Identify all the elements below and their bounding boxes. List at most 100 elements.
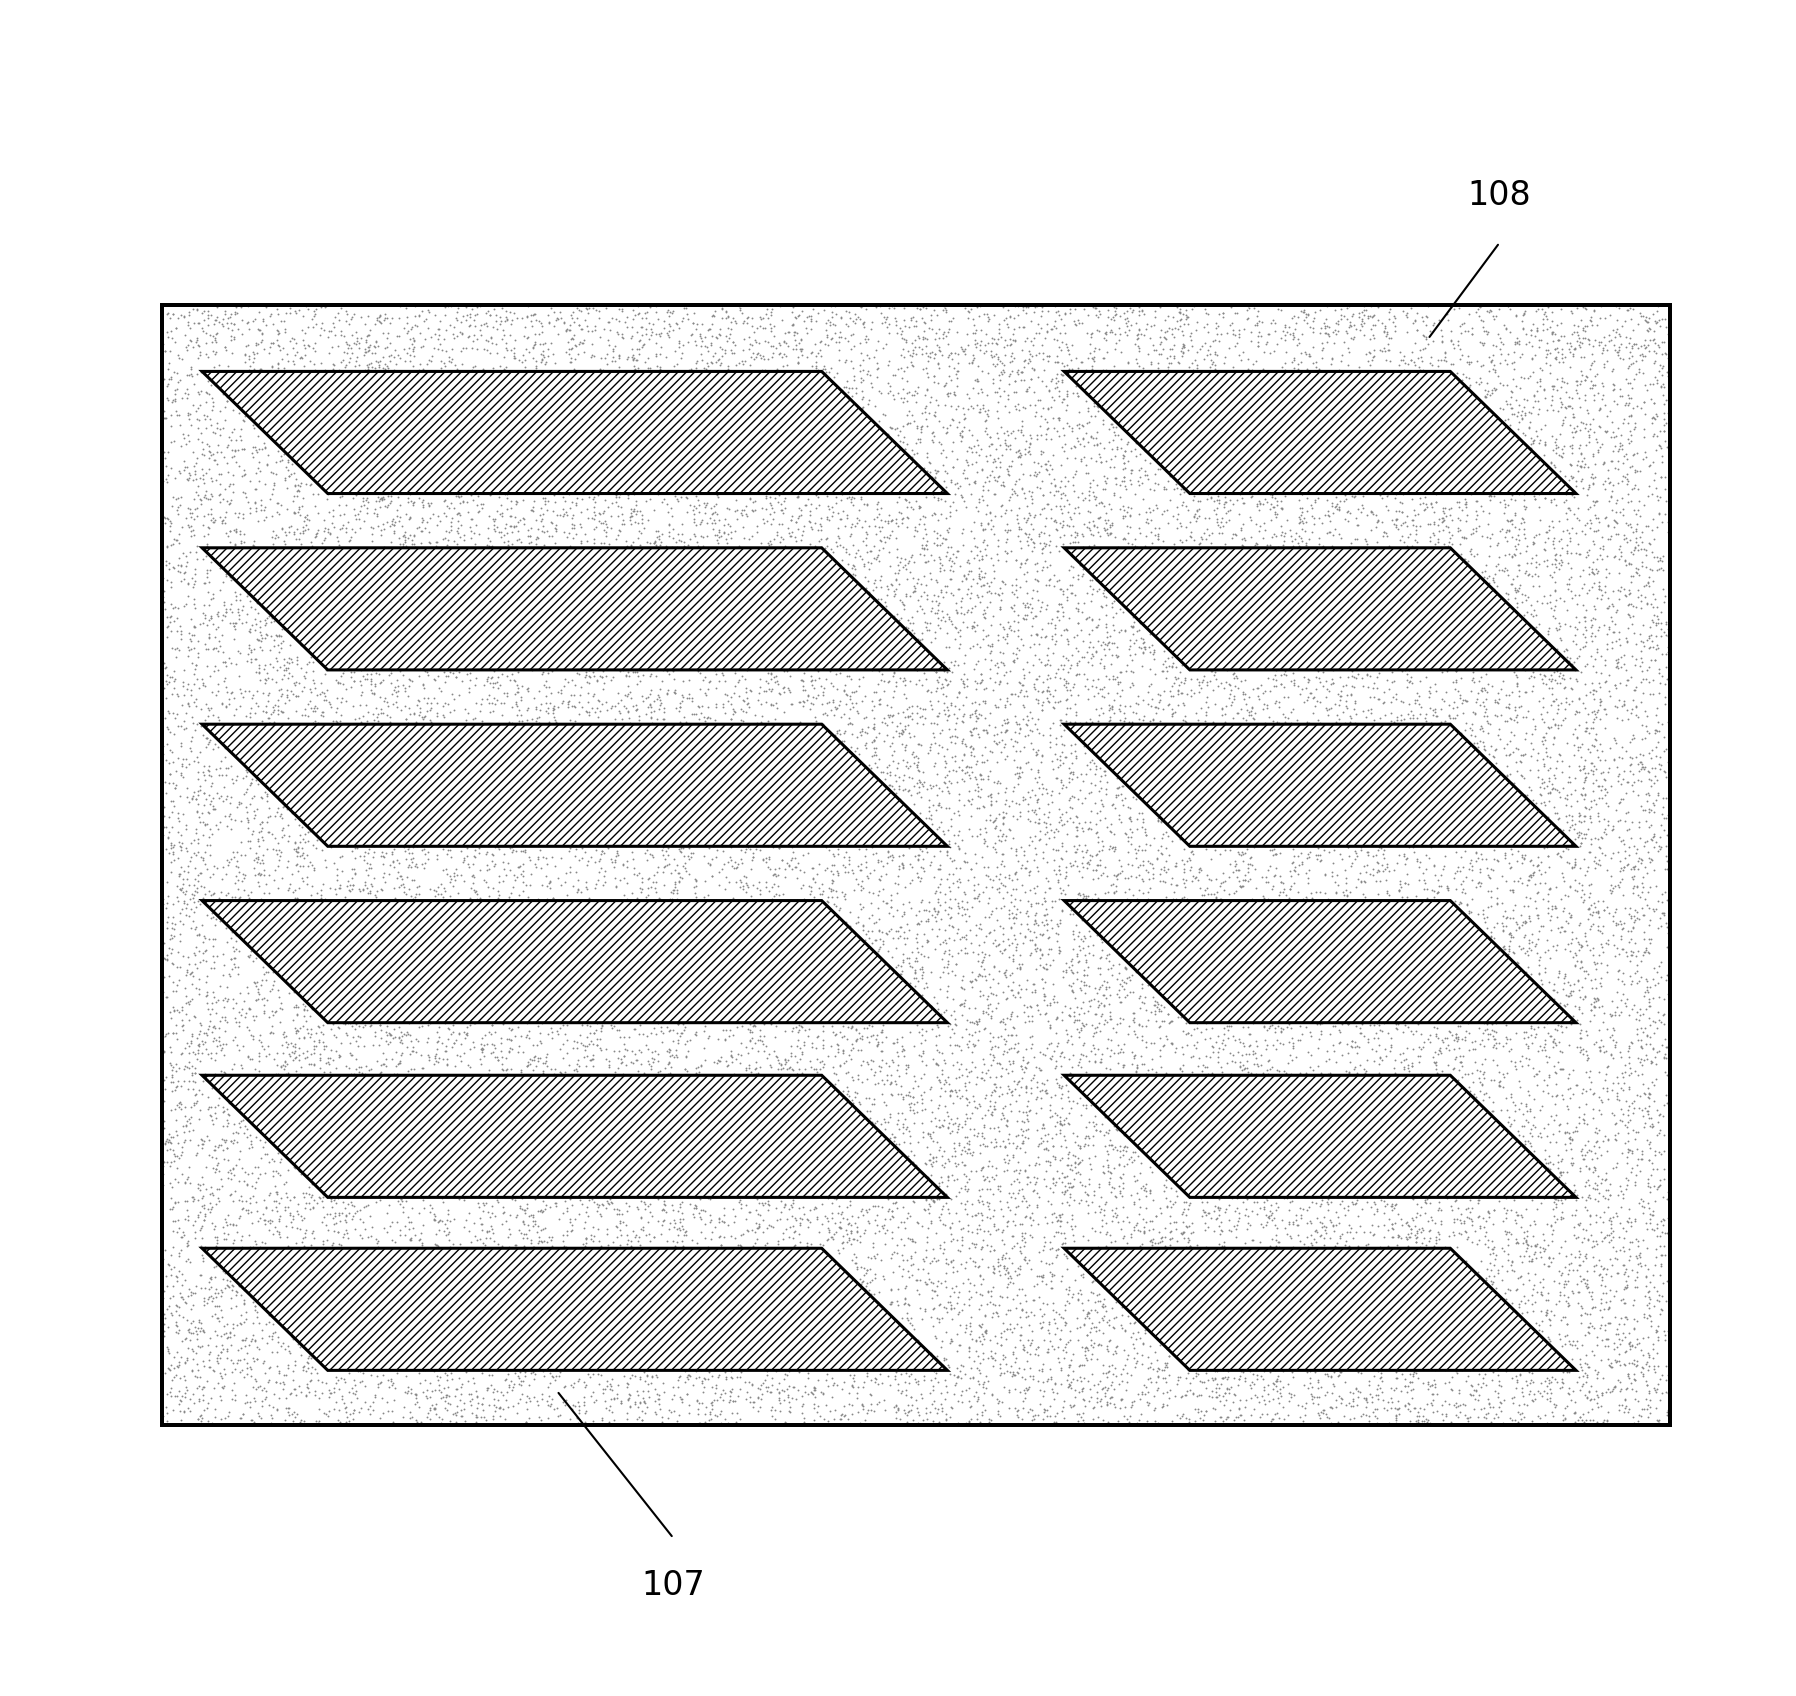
Point — [521, 1165, 550, 1192]
Point — [300, 697, 329, 724]
Point — [341, 1148, 370, 1175]
Point — [1239, 977, 1268, 1004]
Point — [494, 1216, 523, 1243]
Point — [255, 485, 284, 512]
Point — [830, 1235, 858, 1262]
Point — [796, 531, 824, 558]
Point — [275, 1294, 304, 1321]
Point — [602, 633, 630, 660]
Point — [1410, 563, 1439, 590]
Point — [920, 826, 948, 853]
Point — [1318, 789, 1347, 816]
Point — [1027, 921, 1056, 948]
Point — [1577, 1068, 1606, 1096]
Point — [1306, 894, 1334, 921]
Point — [287, 1158, 316, 1186]
Point — [1514, 1353, 1543, 1381]
Point — [812, 533, 841, 560]
Point — [160, 923, 189, 950]
Point — [722, 828, 751, 855]
Point — [1110, 438, 1139, 465]
Point — [347, 682, 375, 709]
Point — [1634, 911, 1663, 938]
Point — [1645, 1167, 1674, 1194]
Point — [1284, 371, 1313, 399]
Point — [368, 448, 397, 475]
Point — [1388, 1280, 1417, 1308]
Point — [248, 733, 277, 760]
Point — [203, 677, 232, 704]
Point — [1144, 354, 1173, 382]
Point — [932, 414, 961, 441]
Point — [1148, 439, 1176, 466]
Point — [1182, 965, 1211, 992]
Point — [1290, 582, 1318, 609]
Point — [781, 380, 810, 407]
Point — [1457, 990, 1485, 1018]
Point — [751, 356, 779, 383]
Point — [1622, 840, 1651, 867]
Point — [1349, 378, 1378, 405]
Point — [718, 887, 747, 914]
Point — [1076, 629, 1105, 656]
Point — [559, 524, 587, 551]
Point — [1144, 585, 1173, 612]
Point — [630, 380, 659, 407]
Point — [1128, 626, 1157, 653]
Point — [366, 1052, 395, 1079]
Point — [641, 343, 670, 370]
Point — [1065, 948, 1094, 975]
Point — [1397, 426, 1426, 453]
Point — [1325, 1292, 1354, 1319]
Point — [1469, 1150, 1498, 1177]
Point — [747, 1299, 776, 1326]
Point — [880, 826, 909, 853]
Point — [972, 1133, 1000, 1160]
Point — [672, 685, 700, 712]
Point — [406, 694, 435, 721]
Point — [1476, 487, 1505, 514]
Point — [1606, 1209, 1634, 1236]
Point — [1404, 721, 1433, 748]
Point — [329, 346, 357, 373]
Point — [1085, 1316, 1114, 1343]
Point — [783, 819, 812, 846]
Point — [1122, 785, 1151, 812]
Point — [280, 1184, 309, 1211]
Point — [1083, 885, 1112, 912]
Point — [341, 1199, 370, 1226]
Point — [763, 517, 792, 544]
Point — [700, 1009, 729, 1036]
Point — [1309, 1399, 1338, 1426]
Point — [375, 860, 404, 887]
Point — [1334, 745, 1363, 772]
Point — [230, 456, 259, 483]
Point — [1469, 563, 1498, 590]
Point — [399, 1196, 427, 1223]
Point — [760, 332, 788, 360]
Point — [959, 1230, 988, 1257]
Point — [1609, 449, 1638, 477]
Point — [742, 343, 770, 370]
Point — [891, 1214, 920, 1241]
Point — [447, 980, 476, 1007]
Point — [1178, 1240, 1207, 1267]
Point — [612, 344, 641, 371]
Point — [1325, 575, 1354, 602]
Point — [508, 383, 537, 410]
Point — [463, 912, 492, 940]
Point — [747, 1126, 776, 1153]
Point — [1079, 538, 1108, 565]
Point — [1121, 436, 1149, 463]
Point — [1654, 802, 1683, 829]
Point — [517, 656, 546, 683]
Point — [278, 451, 307, 478]
Point — [603, 521, 632, 548]
Point — [377, 660, 406, 687]
Point — [1473, 1016, 1501, 1043]
Point — [476, 553, 505, 580]
Point — [433, 948, 462, 975]
Point — [345, 505, 374, 533]
Point — [1381, 912, 1410, 940]
Point — [1092, 1070, 1121, 1097]
